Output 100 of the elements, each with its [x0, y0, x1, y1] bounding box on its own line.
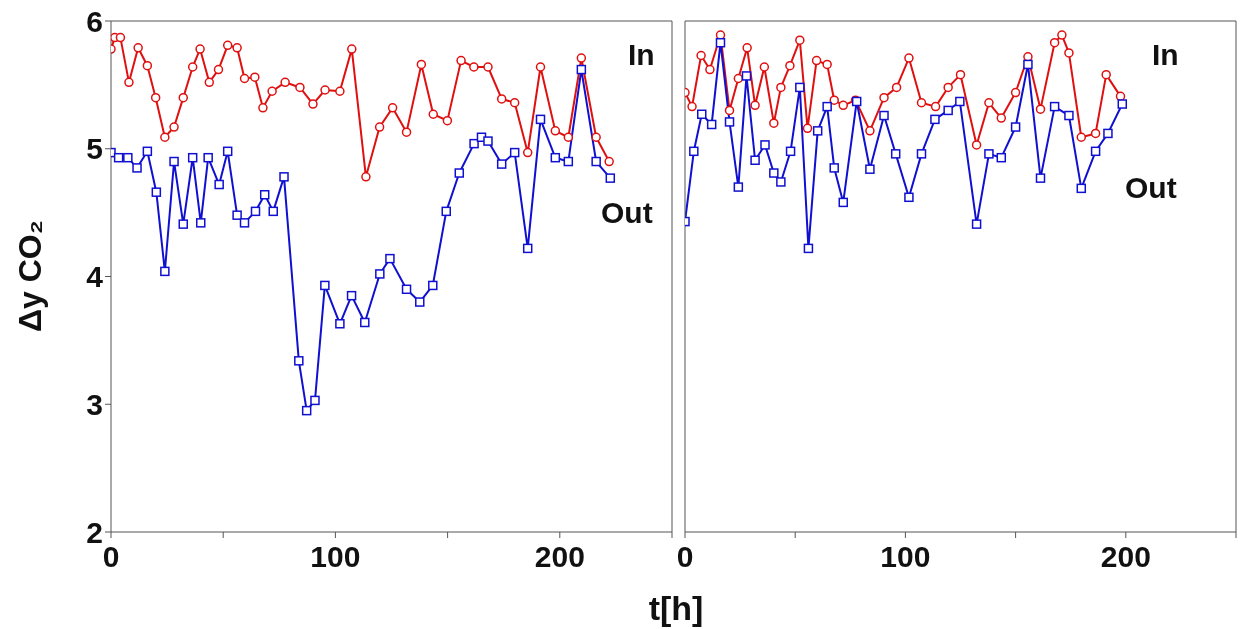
- point: [760, 140, 770, 150]
- point: [811, 55, 822, 66]
- y-axis-title: Δy CO₂: [11, 220, 49, 332]
- point: [930, 101, 941, 112]
- point: [1103, 128, 1113, 139]
- point: [335, 86, 345, 97]
- point: [1023, 59, 1033, 70]
- point: [879, 110, 889, 121]
- point: [428, 109, 438, 120]
- point: [1076, 132, 1087, 142]
- point: [232, 210, 242, 220]
- point: [822, 101, 832, 112]
- point: [1057, 30, 1067, 40]
- point: [415, 297, 425, 307]
- point: [142, 60, 153, 71]
- point: [115, 32, 126, 43]
- point: [196, 218, 206, 228]
- point: [984, 149, 994, 159]
- point: [705, 64, 715, 75]
- series-label: In: [628, 38, 655, 72]
- point: [605, 173, 616, 183]
- point: [169, 156, 179, 167]
- point: [522, 147, 533, 158]
- point: [496, 159, 507, 169]
- point: [769, 118, 779, 128]
- point: [604, 156, 614, 167]
- point: [930, 114, 940, 125]
- point: [829, 163, 839, 173]
- point: [150, 92, 161, 103]
- point: [733, 73, 744, 84]
- point: [250, 72, 260, 82]
- point: [563, 156, 574, 167]
- point: [187, 152, 198, 163]
- point: [687, 101, 697, 112]
- x-axis-title: t[h]: [648, 588, 704, 628]
- point: [401, 284, 412, 295]
- point: [724, 105, 735, 116]
- point: [535, 62, 546, 72]
- point: [132, 163, 142, 173]
- point: [160, 266, 170, 277]
- point: [239, 218, 250, 228]
- series-label: In: [1152, 38, 1179, 72]
- point: [509, 147, 520, 158]
- point: [496, 94, 507, 104]
- point: [442, 115, 453, 126]
- point: [591, 132, 601, 142]
- point: [203, 152, 213, 163]
- point: [483, 62, 493, 72]
- point: [865, 126, 875, 136]
- point: [822, 59, 832, 70]
- point: [346, 290, 357, 301]
- point: [259, 189, 270, 200]
- point: [320, 280, 330, 291]
- point: [267, 86, 277, 97]
- point: [142, 146, 153, 157]
- point: [741, 71, 752, 81]
- point: [984, 98, 994, 108]
- point: [576, 64, 587, 75]
- x-tick-label: 0: [102, 540, 120, 574]
- point: [268, 206, 278, 217]
- point: [769, 168, 779, 178]
- point: [904, 53, 914, 63]
- point: [320, 85, 330, 95]
- point: [1035, 173, 1046, 183]
- y-tick-label: 4: [86, 260, 104, 294]
- point: [955, 69, 966, 80]
- point: [1010, 122, 1021, 132]
- point: [550, 152, 561, 163]
- point: [750, 100, 760, 111]
- point: [239, 73, 250, 84]
- point: [295, 82, 305, 93]
- point: [522, 243, 533, 254]
- point: [955, 96, 965, 107]
- y-tick-label: 6: [86, 4, 103, 38]
- point: [310, 395, 320, 406]
- point: [1076, 183, 1087, 194]
- point: [222, 40, 233, 51]
- point: [795, 82, 805, 93]
- point: [971, 219, 982, 229]
- point: [509, 98, 520, 108]
- point: [308, 99, 318, 109]
- point: [113, 152, 124, 163]
- point: [943, 82, 953, 93]
- x-tick-label: 100: [880, 540, 931, 574]
- point: [385, 253, 395, 264]
- point: [879, 92, 889, 103]
- y-tick-label: 3: [86, 387, 103, 421]
- point: [696, 50, 706, 61]
- point: [335, 319, 345, 329]
- point: [454, 168, 465, 178]
- point: [169, 122, 179, 132]
- y-tick-label: 2: [86, 515, 103, 549]
- point: [258, 103, 268, 113]
- point: [1064, 48, 1074, 58]
- point: [469, 62, 479, 72]
- point: [151, 187, 162, 197]
- point: [301, 405, 312, 416]
- point: [195, 44, 205, 54]
- point: [294, 356, 304, 366]
- point: [996, 152, 1007, 163]
